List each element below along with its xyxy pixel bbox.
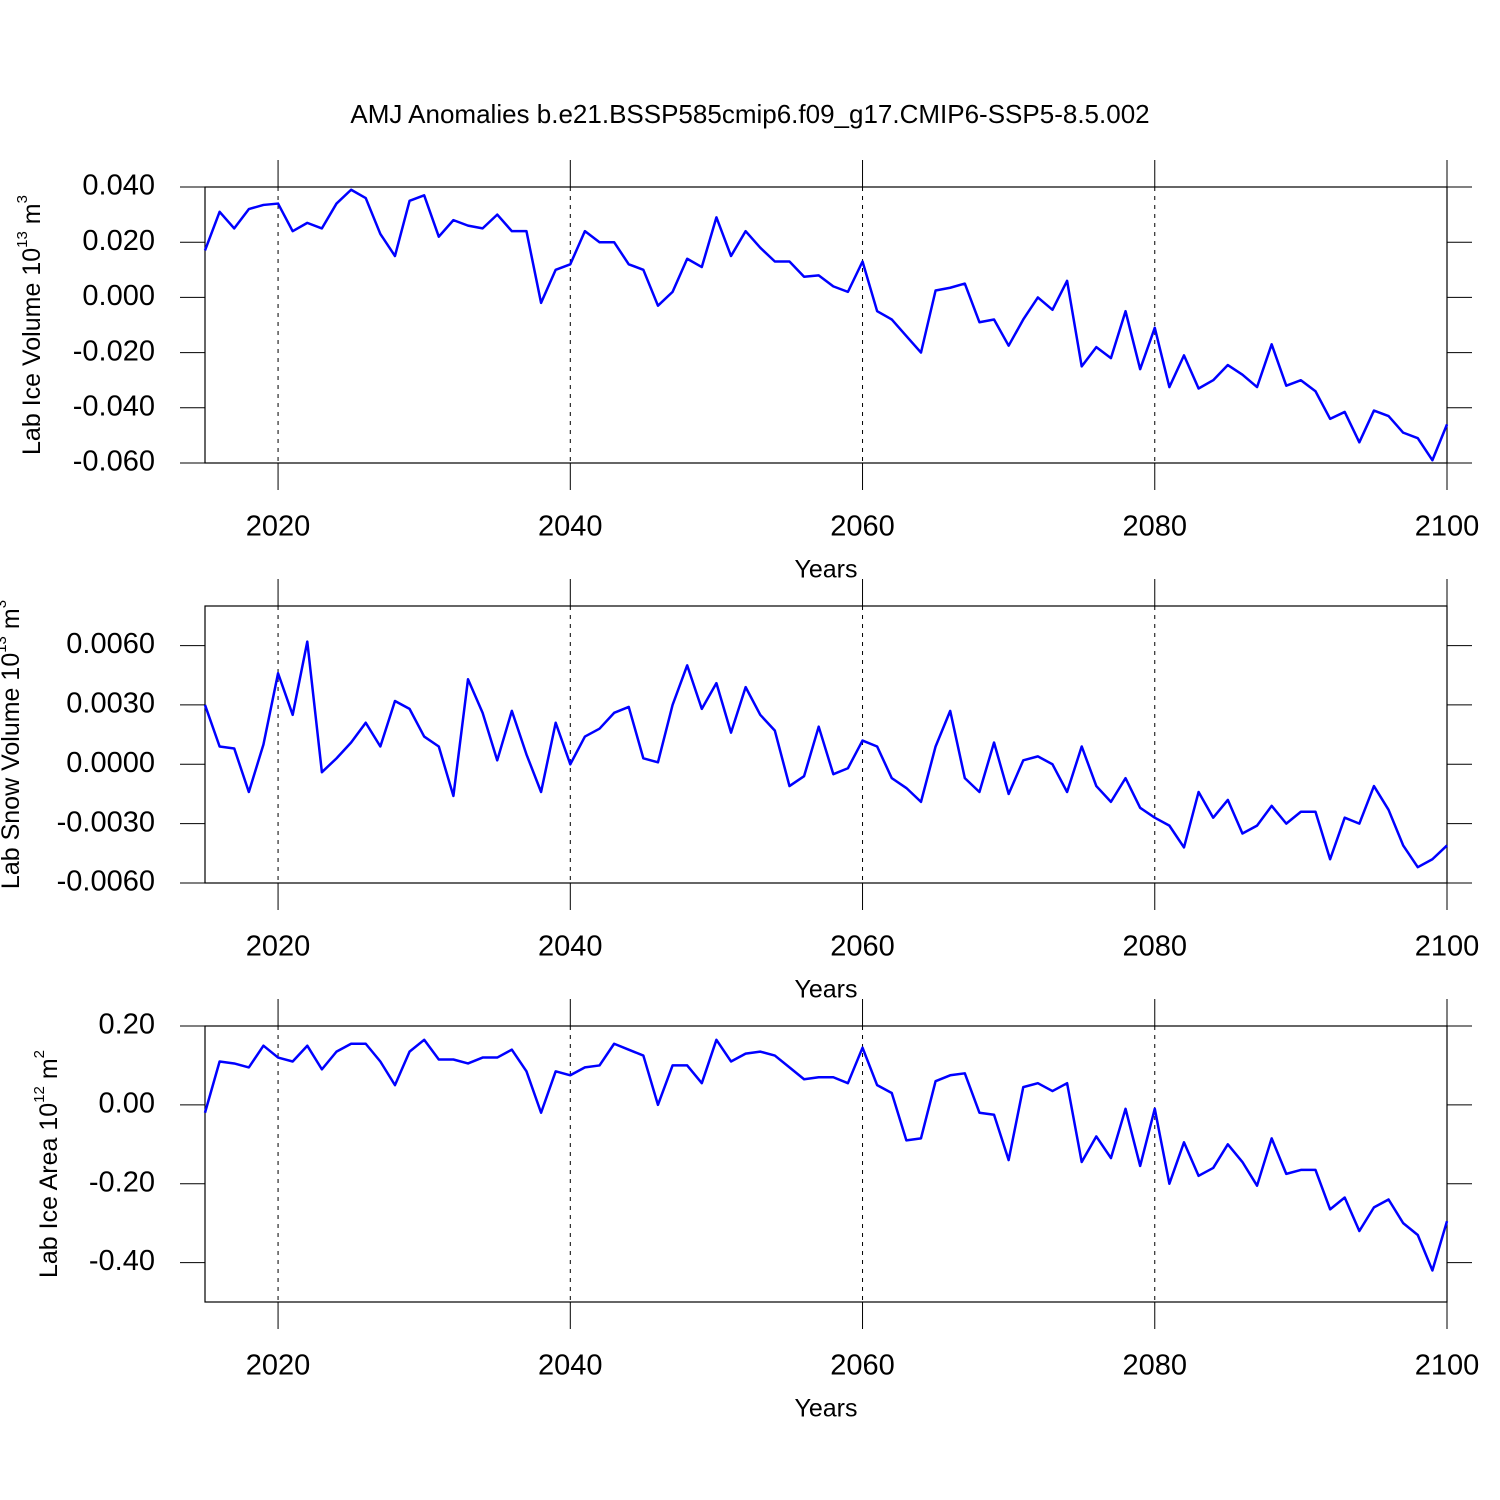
x-tick-label: 2080 (1123, 1350, 1188, 1382)
plot-frame (204, 605, 1448, 884)
x-tick-label: 2060 (830, 931, 895, 963)
x-tick-label: 2040 (538, 931, 603, 963)
plot-frame (204, 1025, 1448, 1303)
x-axis-label: Years (794, 556, 857, 584)
y-tick-label: 0.0060 (66, 628, 155, 660)
y-axis-label-part: 3 (14, 195, 31, 203)
x-tick-label: 2080 (1123, 931, 1188, 963)
x-tick-label: 2100 (1415, 931, 1480, 963)
data-line (203, 188, 1449, 462)
figure-title: AMJ Anomalies b.e21.BSSP585cmip6.f09_g17… (350, 99, 1149, 129)
x-tick-label: 2040 (538, 511, 603, 543)
y-axis-label: Lab Ice Volume 1013 m3 (14, 195, 46, 455)
x-tick-label: 2020 (246, 511, 311, 543)
x-axis-label: Years (794, 976, 857, 1004)
y-tick-label: -0.060 (73, 446, 155, 478)
y-axis-label-part: Lab Ice Volume 10 (18, 248, 46, 455)
y-tick-label: 0.020 (82, 225, 155, 257)
x-tick-label: 2080 (1123, 511, 1188, 543)
x-tick-label: 2040 (538, 1350, 603, 1382)
panel: 2020 2040 2060 2080 2100 -0.0060 -0.0030 0.0000… (0, 579, 1479, 1004)
y-tick-label: -0.0030 (57, 806, 155, 838)
y-axis-label-part: 13 (14, 231, 31, 248)
x-tick-label: 2060 (830, 1350, 895, 1382)
panel: 2020 2040 2060 2080 2100 -0.060 -0.040 -0.020 0.… (14, 160, 1479, 584)
plot-frame (204, 186, 1448, 464)
y-axis-label-part: Lab Snow Volume 10 (0, 653, 25, 889)
y-axis-label-part: m (18, 203, 46, 224)
y-tick-label: 0.0000 (66, 747, 155, 779)
x-tick-label: 2060 (830, 511, 895, 543)
y-tick-label: 0.20 (99, 1009, 155, 1041)
y-axis-label: Lab Ice Area 1012 m2 (31, 1050, 63, 1278)
x-axis-label: Years (794, 1395, 857, 1423)
y-axis-label-part: m (0, 608, 25, 629)
y-tick-label: -0.020 (73, 335, 155, 367)
y-tick-label: -0.040 (73, 390, 155, 422)
y-axis-label-part: 3 (0, 600, 10, 608)
data-line (203, 1038, 1449, 1272)
panel: 2020 2040 2060 2080 2100 -0.40 -0.20 0.00 0.20 Ye… (31, 999, 1479, 1423)
y-axis-label: Lab Snow Volume 1013 m3 (0, 600, 25, 889)
y-tick-label: 0.0030 (66, 688, 155, 720)
y-tick-label: 0.040 (82, 170, 155, 202)
y-axis-label-part: 2 (31, 1050, 48, 1058)
y-tick-label: -0.20 (89, 1166, 155, 1198)
x-tick-label: 2100 (1415, 1350, 1480, 1382)
y-tick-label: 0.000 (82, 280, 155, 312)
y-axis-label-part: 13 (0, 636, 10, 653)
x-tick-label: 2100 (1415, 511, 1480, 543)
x-tick-label: 2020 (246, 931, 311, 963)
y-axis-label-part: 12 (31, 1086, 48, 1103)
y-tick-label: 0.00 (99, 1088, 155, 1120)
y-axis-label-part: Lab Ice Area 10 (35, 1103, 63, 1278)
y-tick-label: -0.0060 (57, 866, 155, 898)
y-tick-label: -0.40 (89, 1245, 155, 1277)
x-tick-label: 2020 (246, 1350, 311, 1382)
data-line (203, 640, 1448, 869)
y-axis-label-part: m (35, 1058, 63, 1079)
